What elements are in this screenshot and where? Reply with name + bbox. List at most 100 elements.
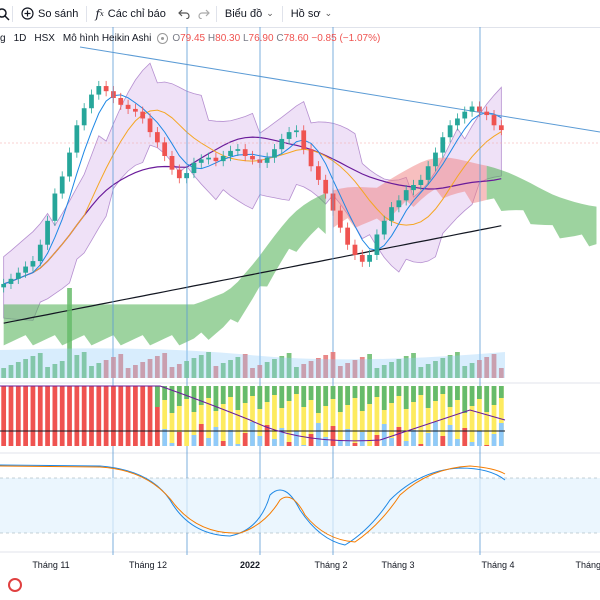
- profile-menu-label: Hồ sơ: [290, 7, 321, 20]
- compare-button[interactable]: So sánh: [13, 0, 86, 27]
- candle-body: [279, 138, 285, 150]
- oscillator-bar: [498, 386, 504, 446]
- oscillator-bar: [15, 386, 21, 446]
- profile-menu-button[interactable]: Hồ sơ ⌄: [283, 0, 340, 27]
- oscillator-bar-top: [213, 386, 219, 411]
- candle-body: [23, 266, 28, 273]
- symbol-search-partial[interactable]: [0, 0, 12, 27]
- oscillator-bar-top: [294, 386, 299, 394]
- volume-bar: [389, 362, 394, 378]
- volume-bar: [433, 361, 438, 378]
- oscillator-bar-bottom: [425, 433, 431, 446]
- oscillator-bar-top: [403, 386, 409, 409]
- candle-body: [469, 106, 475, 112]
- oscillator-bar-top: [418, 386, 424, 395]
- volume-bar: [345, 363, 351, 378]
- oscillator-bar-bottom: [403, 441, 409, 446]
- volume-bar: [198, 355, 204, 378]
- oscillator-bar: [469, 386, 475, 446]
- oscillator-bar: [418, 386, 424, 446]
- oscillator-bar-top: [272, 386, 277, 395]
- oscillator-bar: [352, 386, 358, 446]
- candle-body: [286, 132, 292, 139]
- candle-body: [337, 210, 343, 228]
- oscillator-bar-bottom: [191, 435, 197, 446]
- toolbar-divider: [86, 5, 88, 22]
- candle-body: [118, 98, 124, 105]
- oscillator-bar: [264, 386, 270, 446]
- candle-body: [191, 162, 197, 174]
- oscillator-bar-top: [484, 386, 490, 412]
- volume-bar: [59, 361, 65, 378]
- volume-bar: [359, 357, 365, 378]
- undo-button[interactable]: [174, 0, 194, 27]
- oscillator-bar: [294, 386, 299, 446]
- oscillator-bar: [125, 386, 131, 446]
- oscillator-bar-top: [264, 386, 270, 402]
- candle-body: [440, 137, 446, 153]
- oscillator-bar: [440, 386, 446, 446]
- eye-icon[interactable]: [157, 32, 169, 44]
- candle-body: [176, 169, 182, 179]
- stochastic-k-line: [0, 464, 506, 546]
- volume-bar: [37, 353, 43, 378]
- oscillator-bar-bottom: [381, 424, 387, 446]
- volume-bar: [337, 366, 343, 378]
- oscillator-bar: [381, 386, 387, 446]
- plus-circle-icon: [21, 7, 34, 20]
- volume-bar: [125, 368, 131, 378]
- candle-body: [352, 244, 358, 255]
- oscillator-bar-top: [191, 386, 197, 412]
- oscillator-bar-top: [206, 386, 211, 398]
- volume-bar: [8, 365, 14, 378]
- candle-body: [162, 142, 168, 156]
- time-axis-label: Tháng 12: [128, 560, 168, 570]
- trendline: [79, 46, 600, 133]
- chart-menu-button[interactable]: Biểu đồ ⌄: [217, 0, 282, 27]
- undo-icon: [178, 9, 190, 19]
- oscillator-bar: [103, 386, 109, 446]
- oscillator-bar-top: [242, 386, 248, 403]
- candle-body: [1, 283, 7, 288]
- candle-body: [498, 125, 504, 131]
- oscillator-bar: [242, 386, 248, 446]
- oscillator-bar: [74, 386, 80, 446]
- oscillator-bar-top: [433, 386, 438, 401]
- record-icon[interactable]: [8, 578, 22, 592]
- candle-body: [264, 157, 270, 163]
- oscillator-bar-top: [345, 386, 351, 405]
- interval-label[interactable]: 1D: [13, 32, 27, 44]
- oscillator-bar-bottom: [220, 441, 226, 446]
- oscillator-bar-top: [469, 386, 475, 406]
- candle-body: [206, 157, 211, 160]
- oscillator-bar: [491, 386, 497, 446]
- oscillator-bar-bottom: [279, 428, 285, 446]
- volume-bar: [162, 353, 168, 378]
- candle-body: [74, 125, 80, 153]
- volume-bar: [235, 357, 241, 378]
- volume-bar: [411, 353, 416, 378]
- oscillator-bar: [52, 386, 58, 446]
- volume-bar: [23, 359, 28, 378]
- volume-bar: [67, 288, 72, 378]
- oscillator-bar-top: [323, 386, 329, 406]
- candle-body: [96, 86, 102, 95]
- time-axis-label: Tháng 2: [314, 560, 348, 570]
- candle-body: [418, 179, 424, 185]
- oscillator-bar-top: [330, 386, 336, 399]
- oscillator-bar-bottom: [198, 424, 204, 446]
- oscillator-bar: [403, 386, 409, 446]
- oscillator-bar: [367, 386, 372, 446]
- volume-bar: [469, 363, 475, 378]
- candle-body: [272, 149, 277, 158]
- volume-bar: [323, 355, 329, 378]
- candle-body: [250, 156, 255, 160]
- candle-body: [220, 156, 226, 162]
- volume-bar: [1, 368, 7, 378]
- volume-bar: [286, 353, 292, 378]
- volume-bar: [118, 354, 124, 378]
- redo-button[interactable]: [194, 0, 216, 27]
- oscillator-bar: [220, 386, 226, 446]
